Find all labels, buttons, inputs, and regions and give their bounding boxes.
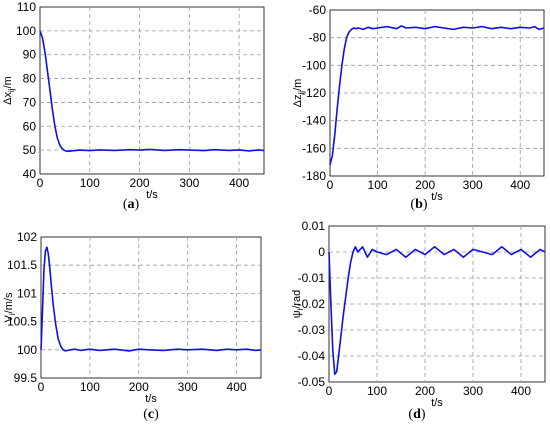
x-tick-label: 100 (367, 384, 387, 398)
y-tick-label: -180 (302, 169, 326, 183)
chart-panel-3: 99.5 100 100.5 101 101.5 102 0 100 200 300 400 t/s V… (3, 230, 262, 422)
x-tick-label: 300 (179, 176, 199, 190)
panel-caption: (c) (143, 407, 159, 422)
y-tick-label: 80 (23, 72, 37, 86)
chart-panel-4: -0.05 -0.04 -0.03 -0.02 -0.01 0 0.01 0 100 200 300… (291, 219, 546, 422)
y-tick-label: 0.01 (302, 219, 326, 233)
y-tick-label: -0.04 (298, 349, 326, 363)
panel-caption: (b) (410, 197, 427, 212)
series-line-1 (40, 246, 262, 352)
x-tick-label: 400 (510, 178, 530, 192)
y-tick-label: 100 (16, 24, 36, 38)
y-tick-label: -0.02 (298, 297, 326, 311)
x-axis-label: t/s (431, 397, 443, 409)
x-tick-label: 0 (327, 178, 334, 192)
panel-caption: (a) (123, 197, 140, 212)
x-tick-label: 0 (326, 384, 333, 398)
y-tick-label: -0.05 (298, 375, 326, 389)
x-tick-label: 100 (80, 380, 100, 394)
x-tick-label: 400 (227, 380, 247, 394)
y-tick-label: -80 (309, 31, 327, 45)
y-tick-label: -0.01 (298, 271, 326, 285)
y-tick-label: 99.5 (14, 371, 38, 385)
y-tick-label: 101 (17, 286, 37, 300)
y-tick-label: 110 (17, 0, 36, 14)
x-tick-label: 200 (415, 384, 435, 398)
x-axis-label: t/s (145, 393, 157, 405)
series-line-1 (39, 30, 265, 153)
x-tick-label: 200 (130, 176, 150, 190)
plot-area (39, 6, 265, 175)
y-tick-label: 70 (23, 95, 37, 109)
y-axis-label: Δzij/m (292, 79, 306, 108)
x-axis-label: t/s (431, 191, 443, 203)
y-tick-label: 0 (318, 245, 325, 259)
chart-panel-1: 40 50 60 70 80 90 100 110 0 100 200 300 400 t/s Δxij/m… (2, 0, 265, 212)
x-tick-label: 400 (511, 384, 531, 398)
y-axis-label: Δxij/m (2, 76, 16, 105)
plot-area (40, 236, 262, 379)
x-tick-label: 0 (37, 176, 44, 190)
y-tick-label: 40 (23, 167, 37, 181)
y-tick-label: 90 (23, 48, 37, 62)
x-tick-label: 100 (80, 176, 100, 190)
x-tick-label: 300 (463, 384, 483, 398)
series-line-1 (328, 246, 546, 376)
y-tick-label: 101.5 (7, 258, 37, 272)
x-tick-label: 300 (178, 380, 198, 394)
y-tick-label: -60 (309, 3, 327, 17)
y-tick-label: -100 (302, 58, 326, 72)
y-axis-label: Vi/m/s (3, 292, 17, 322)
x-tick-label: 200 (129, 380, 149, 394)
series-line-1 (329, 25, 545, 166)
x-tick-label: 100 (368, 178, 388, 192)
y-tick-label: 50 (23, 143, 37, 157)
y-tick-label: -160 (302, 141, 326, 155)
x-tick-label: 400 (229, 176, 249, 190)
x-axis-label: t/s (146, 189, 158, 201)
y-tick-label: 60 (23, 119, 37, 133)
y-tick-label: -140 (302, 114, 326, 128)
y-tick-label: 102 (17, 230, 37, 244)
y-tick-label: -120 (302, 86, 326, 100)
chart-panel-2: -180 -160 -140 -120 -100 -80 -60 0 100 200 300 400 t… (292, 3, 545, 212)
y-tick-label: -0.03 (298, 323, 326, 337)
y-tick-label: 100 (17, 343, 37, 357)
y-axis-label: ψi/rad (291, 290, 305, 319)
panel-caption: (d) (408, 407, 425, 422)
x-tick-label: 300 (463, 178, 483, 192)
y-tick-label: 100.5 (7, 315, 37, 329)
x-tick-label: 0 (38, 380, 45, 394)
x-tick-label: 200 (415, 178, 435, 192)
